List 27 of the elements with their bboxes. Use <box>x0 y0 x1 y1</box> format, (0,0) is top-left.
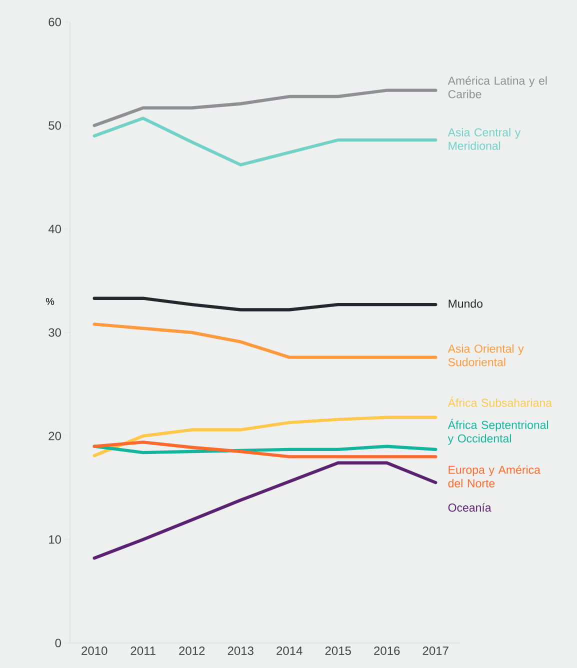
x-tick-label: 2013 <box>228 646 254 656</box>
series-label: Asia Oriental y Sudoriental <box>448 344 524 366</box>
line-series <box>92 461 438 560</box>
x-tick-label: 2015 <box>325 646 351 656</box>
series-label: América Latina y el Caribe <box>448 76 547 98</box>
y-tick-label: 0 <box>55 638 62 648</box>
series-label: Asia Central y Meridional <box>448 128 521 150</box>
x-tick-label: 2014 <box>276 646 302 656</box>
y-tick-label: 30 <box>48 328 62 337</box>
text: Oceanía <box>448 503 492 512</box>
y-tick-label: 50 <box>48 121 62 130</box>
series-label: Mundo <box>448 299 482 308</box>
x-tick-label: 2016 <box>374 646 400 656</box>
x-tick-label: 2010 <box>82 646 108 656</box>
x-tick-label: 2011 <box>130 646 156 656</box>
y-tick-label: 60 <box>48 18 62 26</box>
y-tick-label: 20 <box>48 432 62 440</box>
line-series <box>92 416 438 458</box>
y-axis-title: % <box>46 298 54 305</box>
series-label: África Septentrional y Occidental <box>448 418 548 445</box>
line-series <box>92 88 438 128</box>
series-label: Europa y América del Norte <box>448 465 540 488</box>
x-tick-label: 2017 <box>422 646 448 656</box>
y-tick-label: 40 <box>48 224 62 234</box>
series-label: África Subsahariana <box>448 396 552 407</box>
x-tick-label: 2012 <box>179 646 205 656</box>
y-tick-label: 10 <box>49 535 62 544</box>
